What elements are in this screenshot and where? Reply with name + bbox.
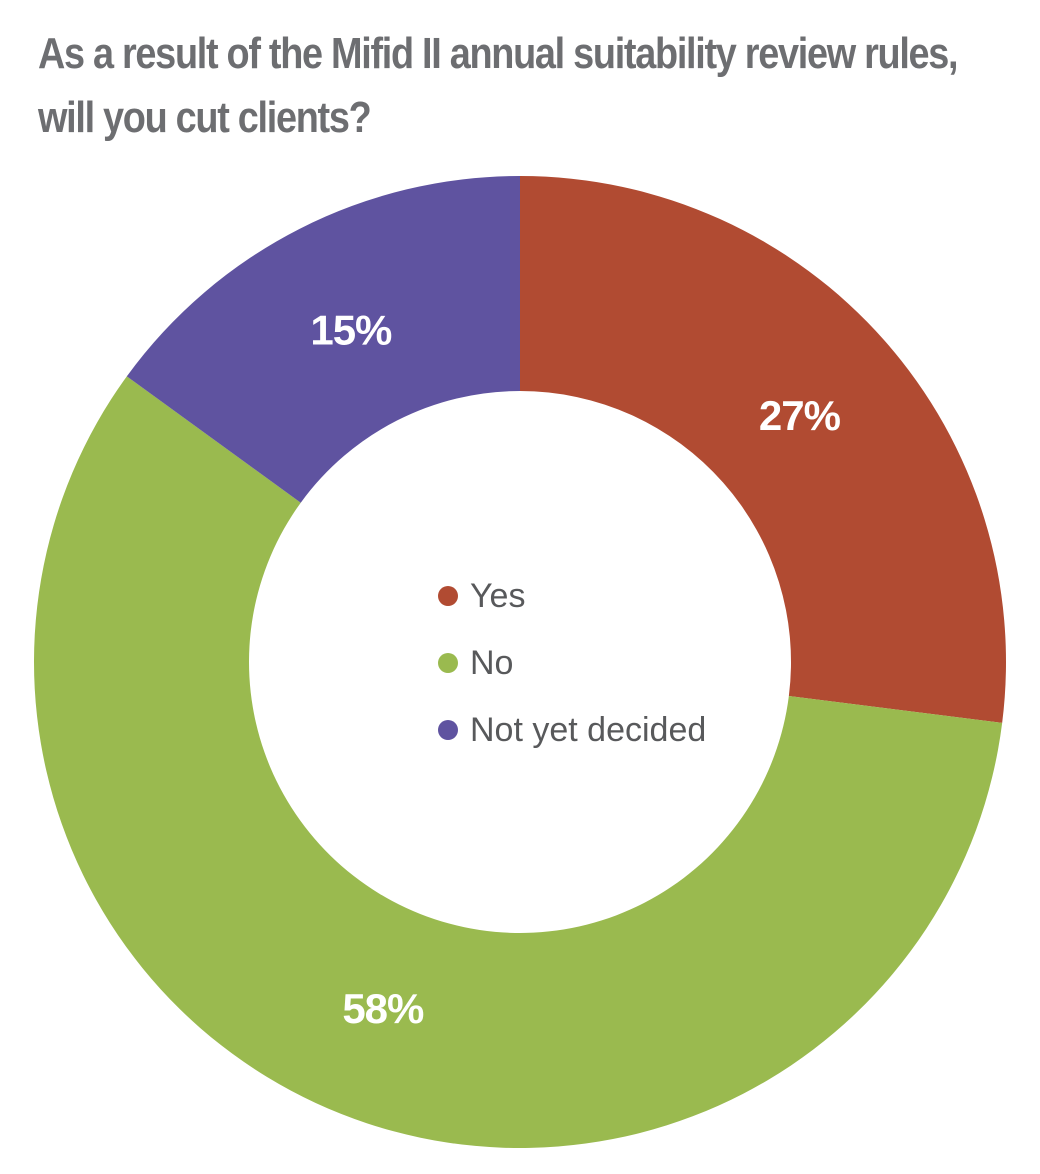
slice-labels: 27% 58% 15% — [310, 307, 841, 1032]
legend-label-yes: Yes — [470, 577, 525, 615]
chart-title: As a result of the Mifid II annual suita… — [38, 29, 959, 142]
slice-value-label-yes: 27% — [759, 392, 841, 439]
slice-value-label-no: 58% — [342, 985, 424, 1032]
slice-value-label-not-yet-decided: 15% — [310, 307, 392, 354]
legend-marker-no — [438, 653, 458, 673]
slice-yes — [520, 176, 1006, 723]
slice-not-yet-decided — [126, 176, 520, 503]
slice-no — [33, 376, 1003, 1149]
legend-marker-not-yet-decided — [438, 720, 458, 740]
legend-label-no: No — [470, 644, 513, 682]
legend-label-not-yet-decided: Not yet decided — [470, 711, 706, 749]
legend: Yes No Not yet decided — [438, 577, 706, 749]
donut-slices — [33, 176, 1006, 1149]
legend-marker-yes — [438, 586, 458, 606]
